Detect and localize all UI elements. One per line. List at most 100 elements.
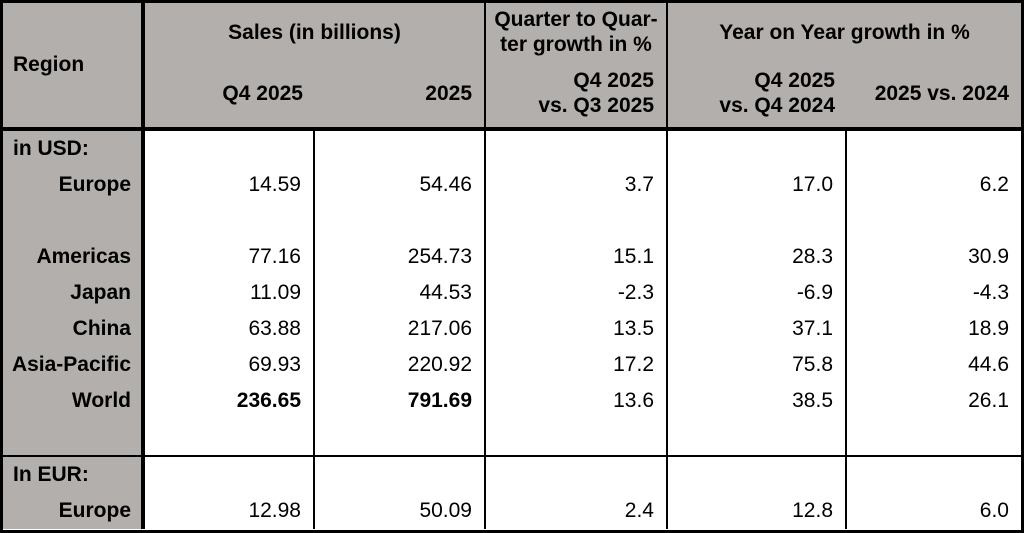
value-cell [847, 419, 1021, 455]
table-row: in USD: [3, 131, 1021, 167]
value-cell: 12.8 [668, 493, 847, 529]
value-cell: 69.93 [145, 347, 315, 383]
value-cell: -4.3 [847, 275, 1021, 311]
value-cell [486, 457, 668, 493]
value-cell: 44.6 [847, 347, 1021, 383]
region-label-cell: Japan [3, 275, 145, 311]
region-label-cell [3, 419, 145, 455]
value-cell [668, 419, 847, 455]
value-cell: 254.73 [315, 239, 486, 275]
qtq-subheader-row: Q4 2025 vs. Q3 2025 [486, 67, 666, 119]
value-cell: 17.2 [486, 347, 668, 383]
value-cell: 6.2 [847, 167, 1021, 203]
yoy-q4-column-header: Q4 2025 vs. Q4 2024 [668, 68, 847, 118]
value-cell: 26.1 [847, 383, 1021, 419]
region-column-header: Region [3, 3, 145, 127]
sales-q4-column-header: Q4 2025 [222, 81, 303, 105]
value-cell: -2.3 [486, 275, 668, 311]
region-label-cell: China [3, 311, 145, 347]
table-row: Japan 11.09 44.53 -2.3 -6.9 -4.3 [3, 275, 1021, 311]
region-label-cell: Europe [3, 167, 145, 203]
qtq-sub-line1: Q4 2025 [573, 69, 654, 92]
value-cell [315, 457, 486, 493]
value-cell: 77.16 [145, 239, 315, 275]
value-cell: 236.65 [145, 383, 315, 419]
value-cell: 30.9 [847, 239, 1021, 275]
value-cell [668, 457, 847, 493]
table-row [3, 203, 1021, 239]
value-cell [315, 131, 486, 167]
section-label-cell: in USD: [3, 131, 145, 167]
value-cell: 38.5 [668, 383, 847, 419]
value-cell: 75.8 [668, 347, 847, 383]
value-cell: 14.59 [145, 167, 315, 203]
sales-title-text: Sales (in billions) [228, 20, 401, 44]
value-cell: 13.6 [486, 383, 668, 419]
value-cell [486, 203, 668, 239]
value-cell [145, 457, 315, 493]
yoy-subheader-row: Q4 2025 vs. Q4 2024 2025 vs. 2024 [668, 67, 1021, 119]
qtq-sub-line2: vs. Q3 2025 [538, 94, 654, 117]
table-row: Asia-Pacific 69.93 220.92 17.2 75.8 44.6 [3, 347, 1021, 383]
section-label-cell: In EUR: [3, 457, 145, 493]
sales-group-header: Sales (in billions) Q4 2025 2025 [145, 3, 486, 127]
value-cell: 2.4 [486, 493, 668, 529]
region-label-cell: Americas [3, 239, 145, 275]
value-cell: 28.3 [668, 239, 847, 275]
value-cell [486, 131, 668, 167]
table-row: Europe 14.59 54.46 3.7 17.0 6.2 [3, 167, 1021, 203]
sales-fy-column-header: 2025 [425, 81, 472, 105]
value-cell: 12.98 [145, 493, 315, 529]
qtq-title-line2: ter growth in % [500, 33, 652, 56]
value-cell [145, 203, 315, 239]
value-cell [847, 131, 1021, 167]
value-cell [315, 203, 486, 239]
value-cell [145, 419, 315, 455]
value-cell [145, 131, 315, 167]
value-cell: 6.0 [847, 493, 1021, 529]
table-row: China 63.88 217.06 13.5 37.1 18.9 [3, 311, 1021, 347]
region-header-label: Region [13, 53, 85, 76]
value-cell: 18.9 [847, 311, 1021, 347]
table-header-row: Region Sales (in billions) Q4 2025 2025 … [3, 3, 1021, 131]
yoy-group-header: Year on Year growth in % Q4 2025 vs. Q4 … [668, 3, 1021, 127]
yoy-fy-column-header: 2025 vs. 2024 [874, 81, 1009, 105]
value-cell: 220.92 [315, 347, 486, 383]
table-row [3, 419, 1021, 455]
table-row: Europe 12.98 50.09 2.4 12.8 6.0 [3, 493, 1021, 529]
value-cell: 217.06 [315, 311, 486, 347]
qtq-title-line1: Quarter to Quar- [494, 8, 658, 31]
sales-subheader-row: Q4 2025 2025 [145, 67, 484, 119]
value-cell [847, 203, 1021, 239]
value-cell: 13.5 [486, 311, 668, 347]
table-row: World 236.65 791.69 13.6 38.5 26.1 [3, 383, 1021, 419]
region-label-cell: Asia-Pacific [3, 347, 145, 383]
value-cell: 17.0 [668, 167, 847, 203]
region-label-cell [3, 203, 145, 239]
value-cell: 11.09 [145, 275, 315, 311]
value-cell: 791.69 [315, 383, 486, 419]
qtq-group-header: Quarter to Quar- ter growth in % Q4 2025… [486, 3, 668, 127]
yoy-group-title: Year on Year growth in % [668, 7, 1021, 57]
value-cell: 15.1 [486, 239, 668, 275]
qtq-group-title: Quarter to Quar- ter growth in % [486, 7, 666, 57]
qtq-column-header: Q4 2025 vs. Q3 2025 [486, 68, 666, 118]
table-row: Americas 77.16 254.73 15.1 28.3 30.9 [3, 239, 1021, 275]
value-cell: 63.88 [145, 311, 315, 347]
value-cell [486, 419, 668, 455]
value-cell [668, 203, 847, 239]
value-cell: 37.1 [668, 311, 847, 347]
yoy-title-text: Year on Year growth in % [719, 20, 970, 44]
value-cell [668, 131, 847, 167]
yoy-sub1-line1: Q4 2025 [754, 69, 835, 92]
value-cell: 54.46 [315, 167, 486, 203]
value-cell: 3.7 [486, 167, 668, 203]
table-body: in USD: Europe 14.59 54.46 3.7 17.0 6.2 America… [3, 131, 1021, 529]
table-row: In EUR: [3, 457, 1021, 493]
yoy-sub1-line2: vs. Q4 2024 [719, 94, 835, 117]
region-label-cell: Europe [3, 493, 145, 529]
value-cell: 50.09 [315, 493, 486, 529]
region-label-cell: World [3, 383, 145, 419]
value-cell: 44.53 [315, 275, 486, 311]
